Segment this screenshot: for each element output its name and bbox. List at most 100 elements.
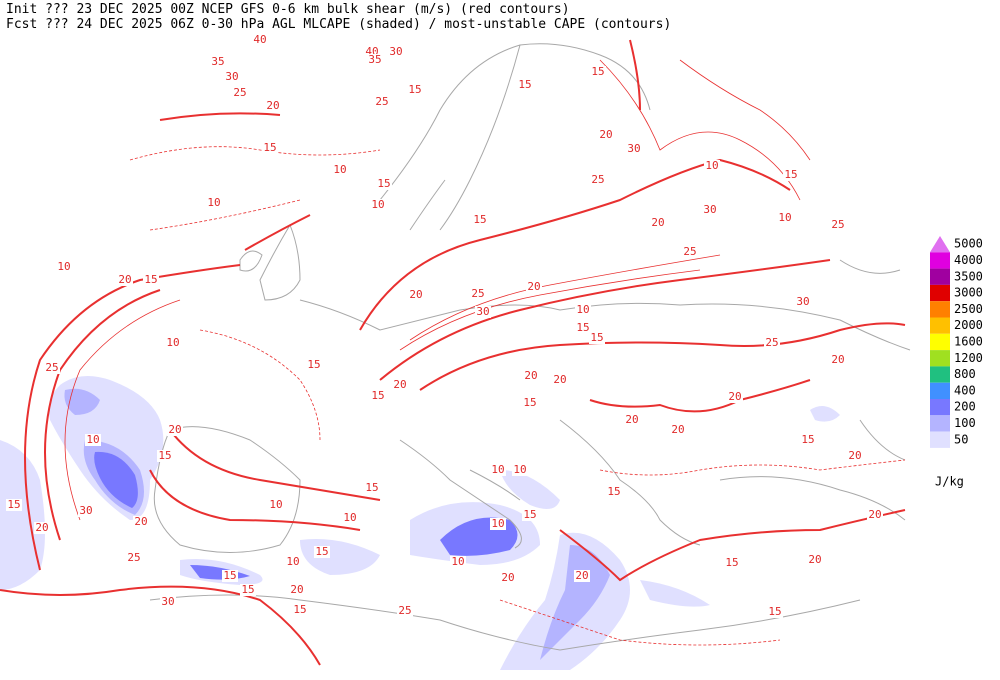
coastline	[299, 299, 911, 351]
contour-label: 15	[523, 508, 536, 521]
contour-label: 20	[527, 280, 540, 293]
contour-label: 20	[393, 378, 406, 391]
label-bg	[143, 274, 159, 286]
label-bg	[222, 570, 238, 582]
label-bg	[512, 464, 528, 476]
label-bg	[370, 390, 386, 402]
contour	[409, 254, 721, 341]
contour-label: 30	[225, 70, 238, 83]
contour-label: 20	[168, 423, 181, 436]
label-bg	[206, 197, 222, 209]
label-bg	[314, 546, 330, 558]
legend-swatch	[930, 268, 950, 285]
label-bg	[34, 522, 50, 534]
cape-shading	[0, 376, 840, 670]
legend-swatch	[930, 301, 950, 318]
contour-label: 10	[491, 463, 504, 476]
contour-label: 15	[158, 449, 171, 462]
label-bg	[392, 379, 408, 391]
contour-label: 10	[207, 196, 220, 209]
contour-label: 30	[703, 203, 716, 216]
label-bg	[847, 450, 863, 462]
label-bg	[702, 204, 718, 216]
label-bg	[500, 572, 516, 584]
label-bg	[767, 606, 783, 618]
legend-label: 3500	[954, 269, 983, 283]
contour-label: 15	[768, 605, 781, 618]
label-bg	[807, 554, 823, 566]
legend-label: 400	[954, 383, 976, 397]
cape-area	[64, 388, 100, 415]
coastline	[379, 43, 651, 231]
legend-label: 3000	[954, 286, 983, 300]
legend-label: 1600	[954, 334, 983, 348]
label-bg	[867, 509, 883, 521]
contour-label: 20	[35, 521, 48, 534]
label-bg	[117, 274, 133, 286]
label-bg	[575, 304, 591, 316]
legend-swatch	[930, 399, 950, 416]
contour-label: 20	[409, 288, 422, 301]
contour-label: 25	[471, 287, 484, 300]
contour-label: 25	[398, 604, 411, 617]
label-bg	[830, 354, 846, 366]
contour-label: 20	[831, 353, 844, 366]
legend-swatch	[930, 236, 950, 253]
cape-area	[94, 451, 138, 508]
legend-label: 2000	[954, 318, 983, 332]
contour-label: 10	[778, 211, 791, 224]
legend-swatch	[930, 382, 950, 399]
contour	[419, 322, 906, 391]
label-bg	[517, 79, 533, 91]
label-bg	[704, 160, 720, 172]
contour	[399, 269, 701, 351]
label-bg	[552, 374, 568, 386]
legend-swatch	[930, 317, 950, 334]
contour	[24, 264, 241, 571]
legend-unit: J/kg	[935, 475, 964, 489]
label-bg	[44, 362, 60, 374]
legend-label: 2500	[954, 302, 983, 316]
contour-label: 15	[293, 603, 306, 616]
contour-label: 20	[625, 413, 638, 426]
contour-label: 10	[451, 555, 464, 568]
contour	[589, 379, 811, 413]
label-bg	[342, 512, 358, 524]
label-bg	[289, 584, 305, 596]
contour-label: 15	[523, 396, 536, 409]
label-bg	[285, 556, 301, 568]
label-bg	[374, 96, 390, 108]
label-bg	[370, 199, 386, 211]
label-bg	[490, 464, 506, 476]
contour-label: 25	[765, 336, 778, 349]
label-bg	[160, 596, 176, 608]
contour-label: 15	[223, 569, 236, 582]
contour-label: 30	[796, 295, 809, 308]
label-bg	[240, 584, 256, 596]
legend-label: 5000	[954, 237, 983, 251]
label-bg	[268, 499, 284, 511]
label-bg	[332, 164, 348, 176]
contour-label: 40	[253, 33, 266, 46]
label-bg	[376, 178, 392, 190]
contour-label: 15	[518, 78, 531, 91]
contour-label: 10	[705, 159, 718, 172]
contour-label: 15	[784, 168, 797, 181]
contour-label: 15	[473, 213, 486, 226]
legend-label: 1200	[954, 351, 983, 365]
legend-label: 100	[954, 416, 976, 430]
label-bg	[526, 281, 542, 293]
contour-label: 20	[501, 571, 514, 584]
label-bg	[490, 518, 506, 530]
label-bg	[265, 100, 281, 112]
contour-label: 20	[808, 553, 821, 566]
label-bg	[522, 509, 538, 521]
contour-label: 25	[127, 551, 140, 564]
coastline	[239, 223, 301, 301]
label-bg	[650, 217, 666, 229]
contour	[129, 146, 381, 441]
coastline	[149, 594, 861, 651]
label-bg	[777, 212, 793, 224]
label-bg	[262, 142, 278, 154]
cape-area	[540, 545, 610, 660]
